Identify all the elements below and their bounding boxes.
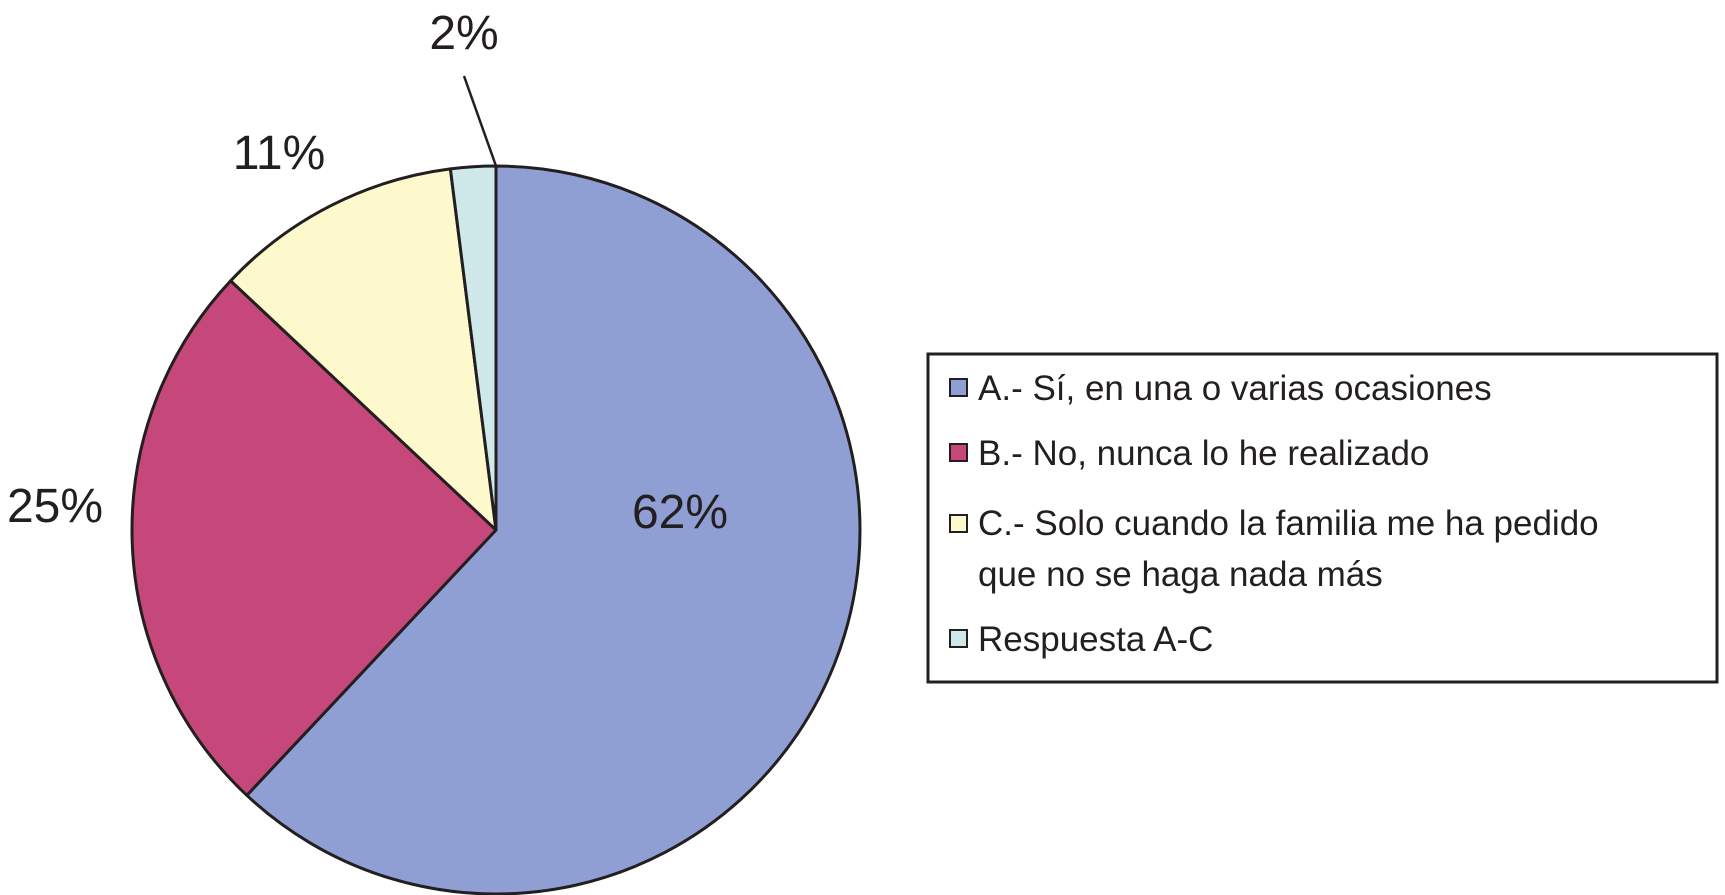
pie-slice-b xyxy=(130,279,498,797)
legend-label-respuesta: Respuesta A-C xyxy=(978,620,1213,659)
slice-label-b: 25% xyxy=(7,480,103,533)
legend-swatch-respuesta xyxy=(949,629,968,648)
pie-slice-c xyxy=(229,167,498,532)
slice-label-c: 11% xyxy=(233,127,326,180)
legend-label-c-line-2: que no se haga nada más xyxy=(978,555,1383,594)
pie-slice-a xyxy=(245,164,862,895)
legend-label-c-line-1: C.- Solo cuando la familia me ha pedido xyxy=(978,504,1599,543)
legend-box xyxy=(926,352,1719,684)
slice-label-a: 62% xyxy=(632,486,728,539)
legend-swatch-b xyxy=(949,443,968,462)
legend-label-a: A.- Sí, en una o varias ocasiones xyxy=(978,369,1492,408)
slice-leader-line xyxy=(462,75,498,167)
legend-swatch-a xyxy=(949,378,968,397)
slice-label-respuesta: 2% xyxy=(429,7,498,60)
legend-label-b: B.- No, nunca lo he realizado xyxy=(978,434,1429,473)
pie-slices xyxy=(130,164,862,895)
legend: A.- Sí, en una o varias ocasiones B.- No… xyxy=(926,352,1719,684)
legend-swatch-c xyxy=(949,514,968,533)
